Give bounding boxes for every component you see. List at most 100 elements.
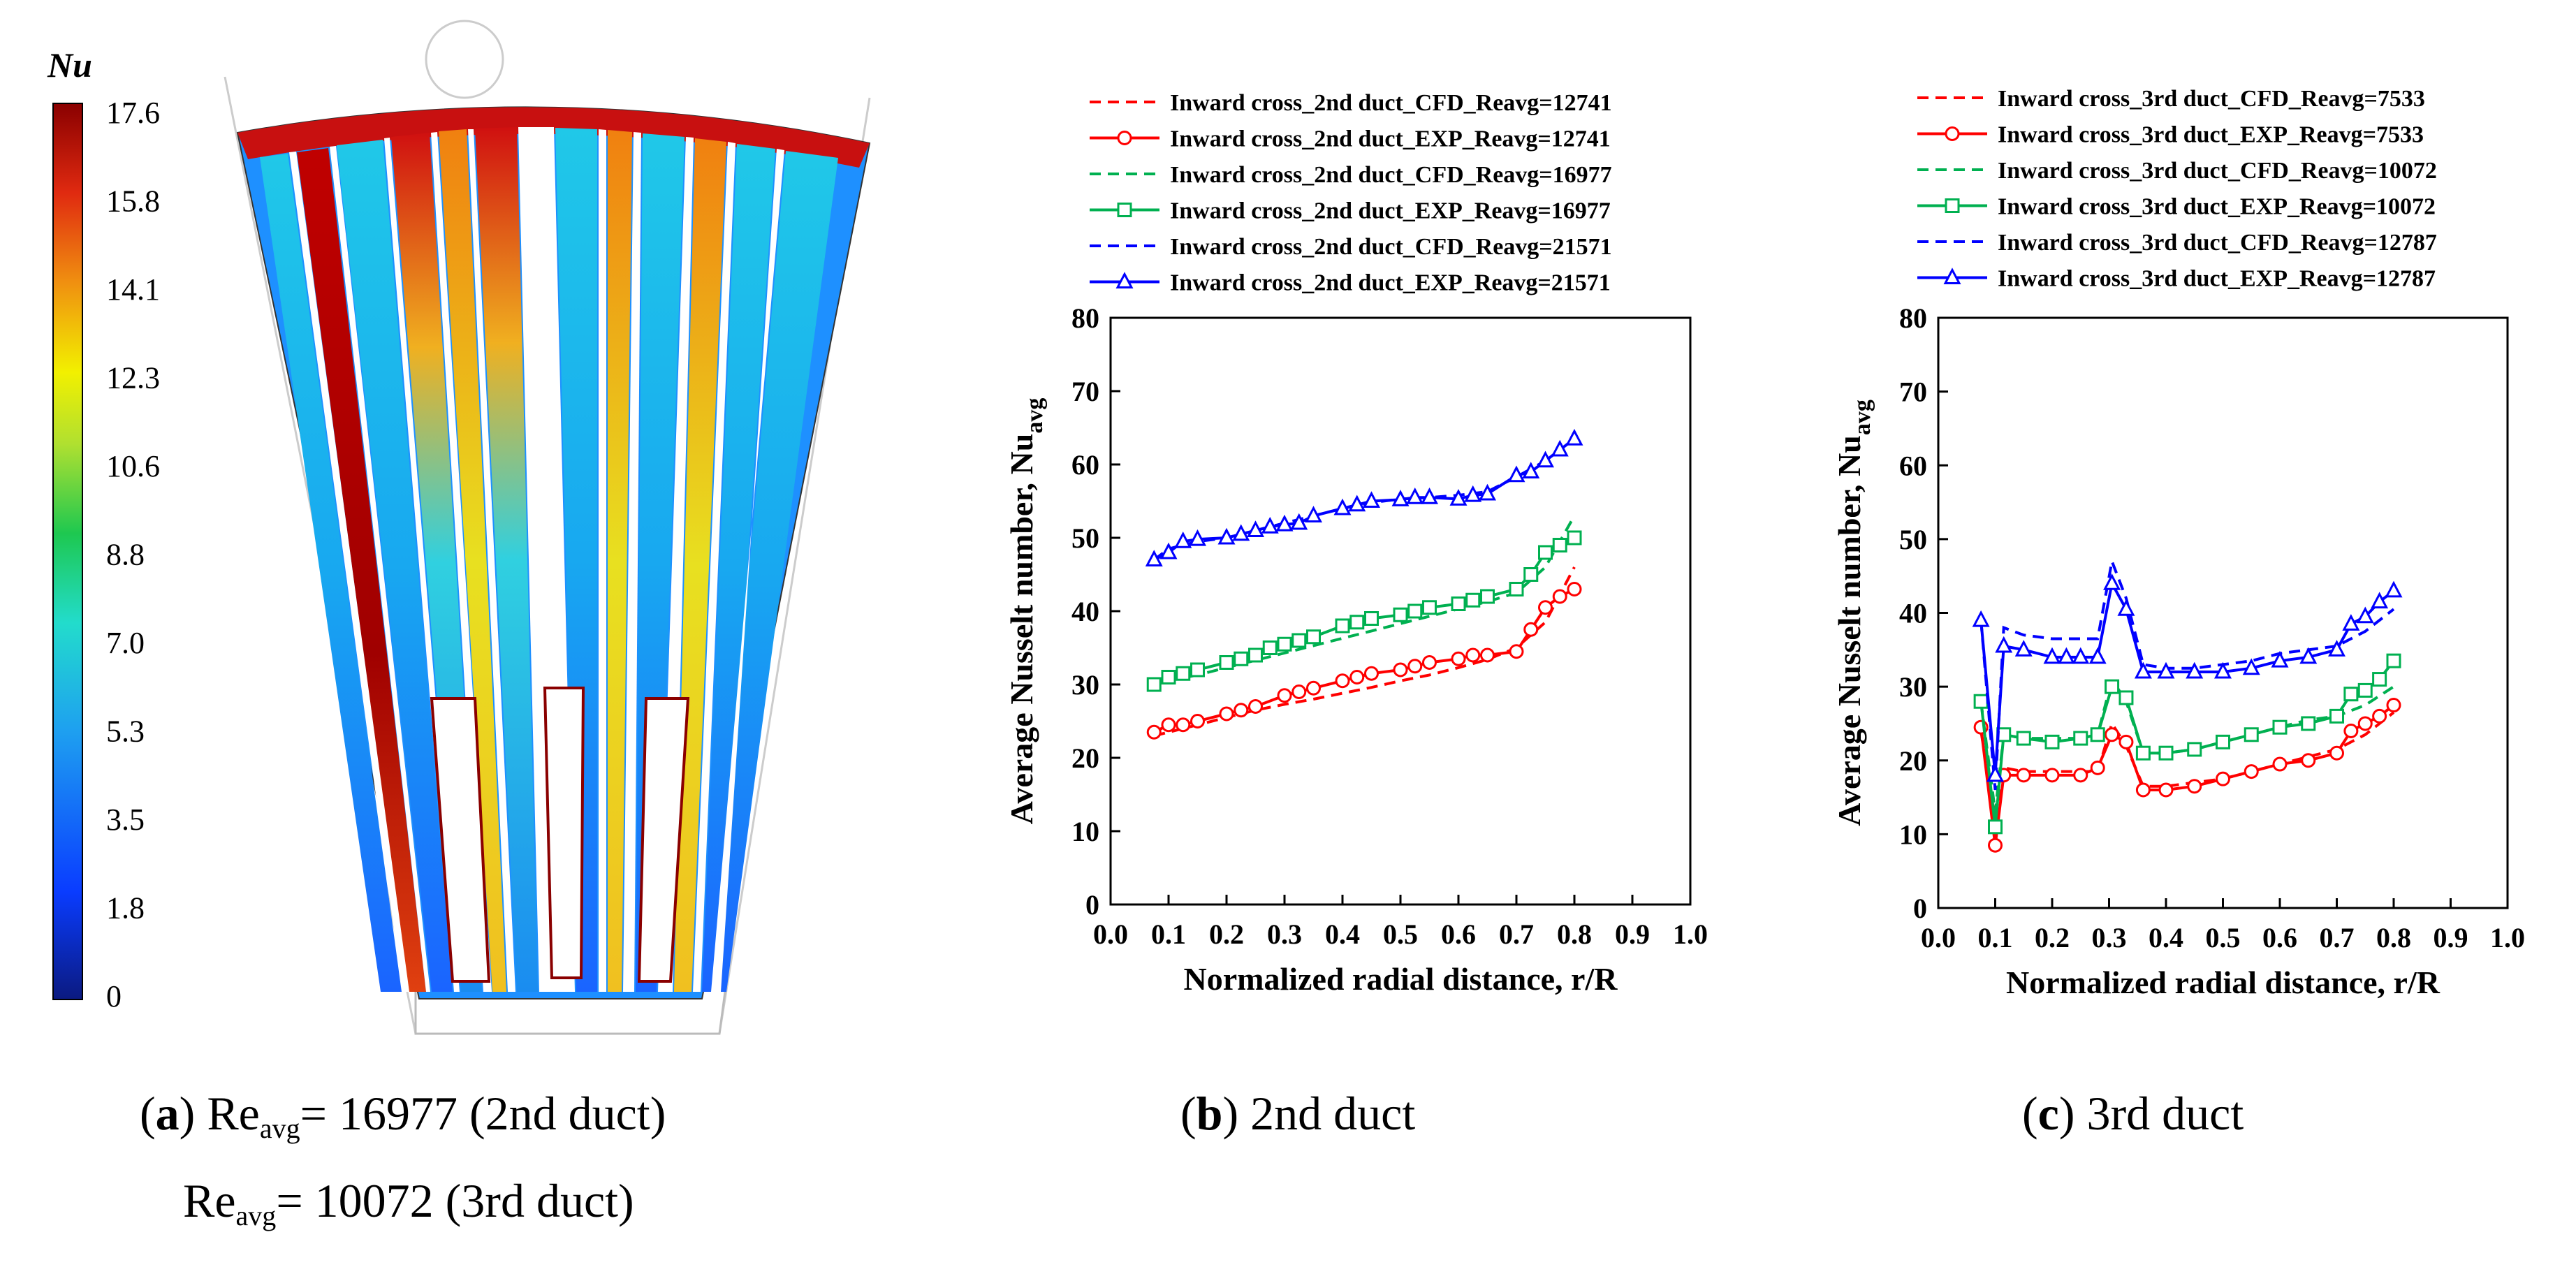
- nu-contour-figure: Nu 17.6 15.8 14.1 12.3 10.6 8.8 7.0 5.3 3.5 1.8 0: [47, 20, 871, 1035]
- x-tick-label: 0.4: [2149, 922, 2183, 953]
- colorbar-tick-label: 1.8: [106, 891, 145, 925]
- data-point: [2371, 592, 2389, 609]
- caption-a-re2: Re: [183, 1174, 236, 1227]
- data-point: [1349, 615, 1365, 630]
- colorbar-tick-label: 7.0: [106, 626, 145, 660]
- data-point: [1479, 483, 1496, 501]
- data-point: [1234, 651, 1249, 666]
- data-point: [1248, 699, 1263, 714]
- data-point: [2329, 745, 2344, 761]
- data-point: [2014, 640, 2033, 657]
- legend-entry: Inward cross_3rd duct_CFD_Reavg=7533: [1917, 86, 2425, 112]
- legend-entry: Inward cross_3rd duct_CFD_Reavg=12787: [1917, 230, 2437, 256]
- data-point: [1161, 670, 1176, 684]
- data-point: [1509, 582, 1524, 596]
- y-tick-label: 0: [1913, 893, 1927, 924]
- data-point: [1291, 684, 1307, 699]
- y-tick-label: 60: [1071, 449, 1099, 481]
- data-point: [1522, 462, 1540, 478]
- series-line: [1979, 579, 2395, 776]
- y-tick-label: 50: [1899, 524, 1927, 555]
- data-point: [1537, 451, 1554, 468]
- data-point: [2214, 661, 2232, 679]
- caption-a-sub2: avg: [235, 1200, 277, 1231]
- series: [1972, 573, 2403, 782]
- series: [1146, 582, 1582, 740]
- data-point: [2386, 653, 2401, 668]
- data-point: [1551, 439, 1569, 457]
- legend-label: Inward cross_2nd duct_EXP_Reavg=12741: [1170, 126, 1611, 152]
- chart-3rd-duct: Inward cross_3rd duct_CFD_Reavg=7533 Inwa…: [1831, 86, 2525, 1000]
- x-tick-label: 0.5: [1383, 918, 1418, 950]
- data-point: [1945, 126, 1960, 141]
- data-point: [2016, 731, 2031, 746]
- caption-a-rest2: = 10072 (3rd duct): [276, 1174, 634, 1227]
- x-tick-label: 0.0: [1921, 922, 1956, 953]
- series-line: [1153, 437, 1576, 562]
- colorbar-tick-label: 3.5: [106, 803, 145, 837]
- data-point: [2299, 647, 2318, 664]
- data-point: [1567, 582, 1582, 596]
- data-point: [1146, 724, 1162, 740]
- y-tick-label: 10: [1899, 819, 1927, 850]
- x-tick-label: 0.5: [2206, 922, 2241, 953]
- data-point: [2103, 573, 2121, 590]
- data-point: [1552, 538, 1567, 552]
- series-line: [1979, 711, 2395, 820]
- data-point: [1407, 659, 1423, 674]
- data-point: [2372, 708, 2387, 724]
- data-point: [1117, 131, 1132, 145]
- data-point: [2357, 682, 2373, 698]
- data-point: [2088, 647, 2107, 664]
- series: [1153, 515, 1576, 686]
- caption-a-re: Re: [207, 1087, 260, 1140]
- data-point: [1465, 647, 1481, 663]
- data-point: [2272, 756, 2288, 772]
- x-tick-label: 0.3: [2092, 922, 2127, 953]
- x-tick-label: 0.4: [1325, 918, 1360, 950]
- x-tick-label: 0.2: [2035, 922, 2070, 953]
- y-axis-label: Average Nusselt number, Nuavg: [1831, 400, 1875, 826]
- legend-entry: Inward cross_3rd duct_EXP_Reavg=10072: [1917, 194, 2436, 220]
- data-point: [1189, 529, 1206, 546]
- data-point: [1261, 517, 1279, 534]
- data-point: [1973, 694, 1989, 709]
- x-axis-label: Normalized radial distance, r/R: [1184, 961, 1618, 997]
- data-point: [1247, 520, 1264, 537]
- x-tick-label: 0.9: [1615, 918, 1650, 950]
- data-point: [1567, 530, 1582, 545]
- legend-label: Inward cross_2nd duct_EXP_Reavg=21571: [1170, 270, 1611, 296]
- data-point: [2117, 599, 2135, 616]
- data-point: [2342, 614, 2360, 631]
- data-point: [1335, 618, 1350, 634]
- colorbar-tick-label: 17.6: [106, 96, 160, 130]
- data-point: [1176, 717, 1191, 733]
- x-tick-label: 0.3: [1267, 918, 1302, 950]
- series: [1973, 653, 2401, 835]
- caption-a-rest1: = 16977 (2nd duct): [300, 1087, 666, 1140]
- data-point: [2057, 647, 2075, 664]
- caption-b-letter: b: [1196, 1087, 1223, 1140]
- data-point: [1407, 603, 1423, 619]
- y-tick-label: 80: [1899, 302, 1927, 334]
- data-point: [2073, 768, 2088, 783]
- legend-entry: Inward cross_2nd duct_CFD_Reavg=21571: [1090, 234, 1612, 260]
- data-point: [1219, 706, 1234, 722]
- colorbar-tick-label: 0: [106, 979, 122, 1013]
- data-point: [1291, 633, 1307, 648]
- x-tick-label: 0.1: [1151, 918, 1186, 950]
- data-point: [1393, 607, 1408, 622]
- legend-label: Inward cross_3rd duct_CFD_Reavg=7533: [1998, 86, 2425, 112]
- data-point: [1348, 495, 1366, 512]
- colorbar-tick-label: 14.1: [106, 272, 160, 307]
- series-line: [1153, 566, 1576, 738]
- rotor-fan-contour: [224, 20, 871, 1035]
- caption-c: (c) 3rd duct: [2022, 1087, 2244, 1140]
- y-tick-label: 70: [1071, 376, 1099, 407]
- data-point: [2073, 731, 2088, 746]
- y-tick-label: 80: [1071, 302, 1099, 334]
- data-point: [2187, 742, 2202, 757]
- x-tick-label: 0.8: [2376, 922, 2411, 953]
- data-point: [1523, 622, 1539, 637]
- data-point: [2244, 764, 2259, 779]
